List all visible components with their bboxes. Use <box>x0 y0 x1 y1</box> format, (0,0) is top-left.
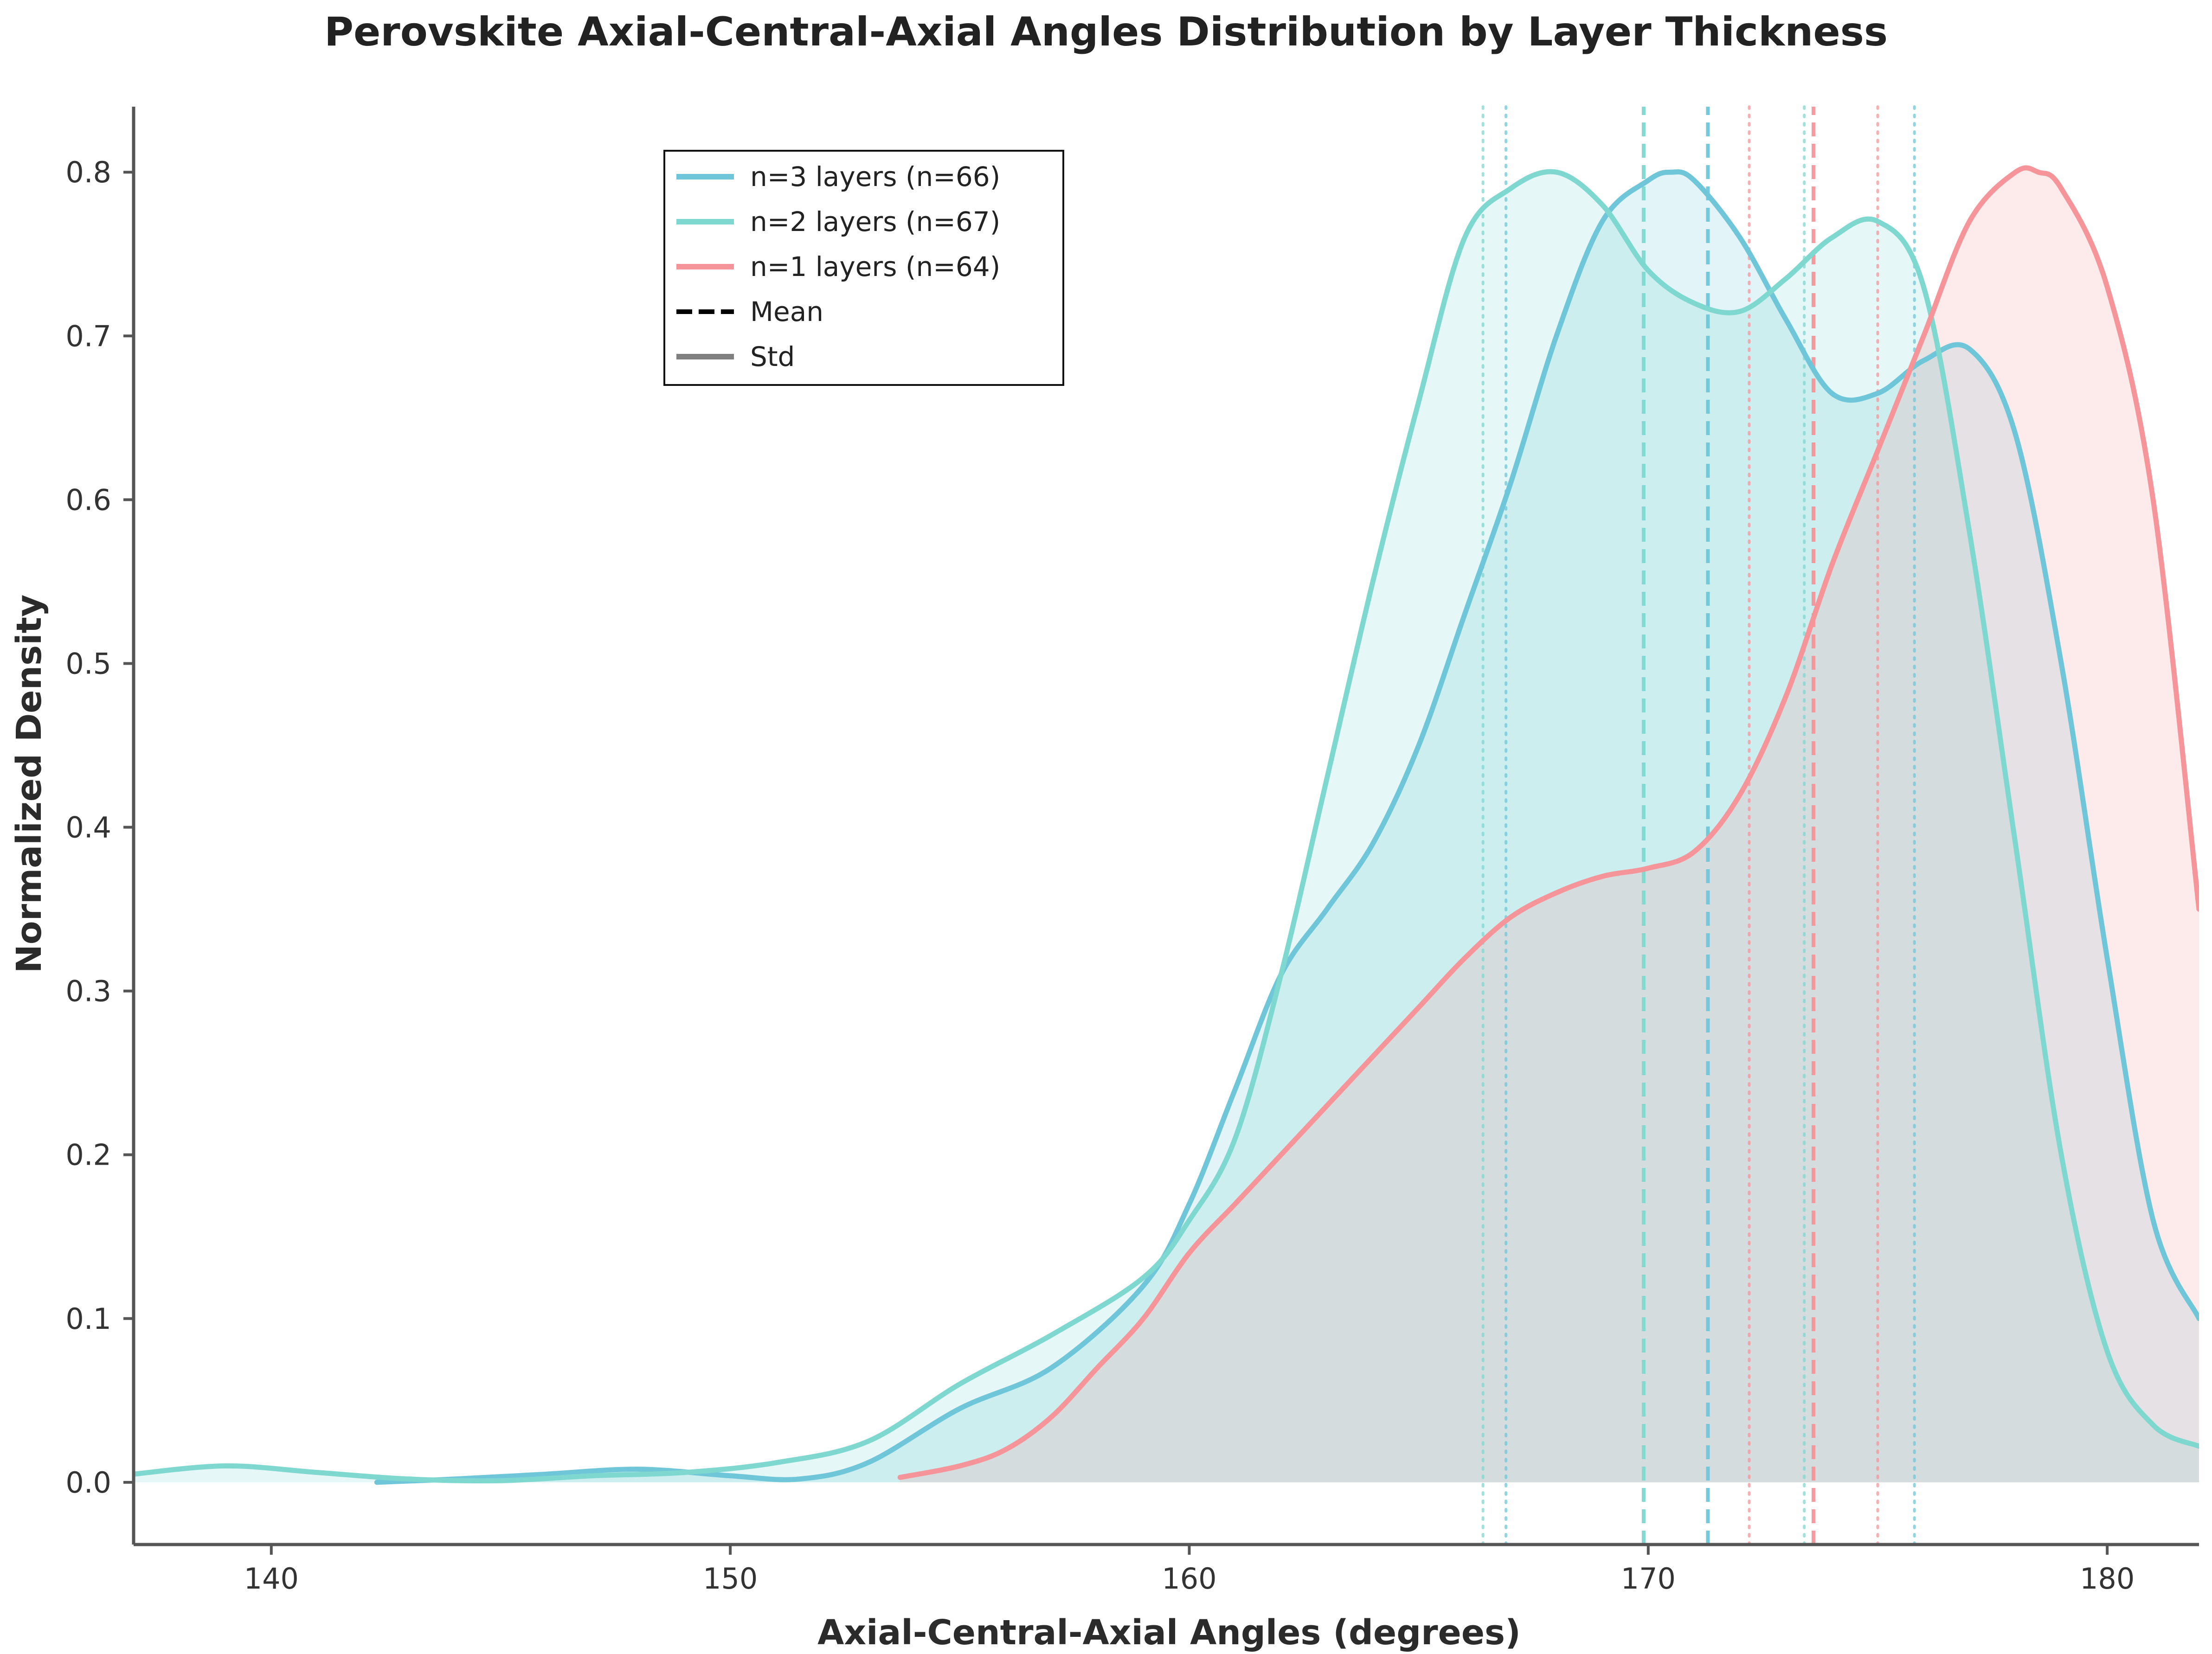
y-tick-label: 0.2 <box>65 1138 111 1172</box>
y-tick-label: 0.6 <box>65 483 111 517</box>
density-curve-series-1 <box>374 169 2199 1485</box>
y-tick-label: 0.5 <box>65 647 111 680</box>
y-tick-label: 0.0 <box>65 1466 111 1500</box>
y-tick-label: 0.1 <box>65 1302 111 1336</box>
density-fill-series-1 <box>377 172 2199 1482</box>
legend-box <box>663 150 1064 386</box>
x-tick-label: 160 <box>1162 1562 1216 1596</box>
legend-entry-label: Std <box>750 341 795 372</box>
legend-entry-label: n=1 layers (n=64) <box>750 251 1000 282</box>
legend: n=3 layers (n=66) n=2 layers (n=67) n=1 la… <box>663 150 1064 386</box>
legend-entry-label: n=3 layers (n=66) <box>750 161 1000 192</box>
density-fill-series-3 <box>900 167 2199 1482</box>
x-tick-label: 140 <box>244 1562 299 1596</box>
density-fill-series-2 <box>134 172 2199 1482</box>
density-curve-series-3 <box>897 165 2199 1480</box>
legend-entry-label: n=2 layers (n=67) <box>750 206 1000 237</box>
x-tick-label: 150 <box>703 1562 758 1596</box>
legend-entry-label: Mean <box>750 296 823 327</box>
y-tick-label: 0.3 <box>65 974 111 1008</box>
y-tick-label: 0.8 <box>65 155 111 189</box>
y-tick-label: 0.7 <box>65 319 111 353</box>
x-tick-label: 180 <box>2080 1562 2135 1596</box>
axes: 140 150 160 170 180 0.0 0.1 0.2 0.3 0.4 0.5 0.6 0.7 0… <box>65 107 2199 1596</box>
y-axis-label: Normalized Density <box>9 595 49 973</box>
x-tick-label: 170 <box>1621 1562 1676 1596</box>
y-tick-label: 0.4 <box>65 811 111 845</box>
plot-area <box>134 105 2199 1545</box>
density-curve-series-2 <box>134 169 2199 1484</box>
x-axis-label: Axial-Central-Axial Angles (degrees) <box>817 1613 1521 1653</box>
chart-title: Perovskite Axial-Central-Axial Angles Di… <box>324 9 1888 55</box>
